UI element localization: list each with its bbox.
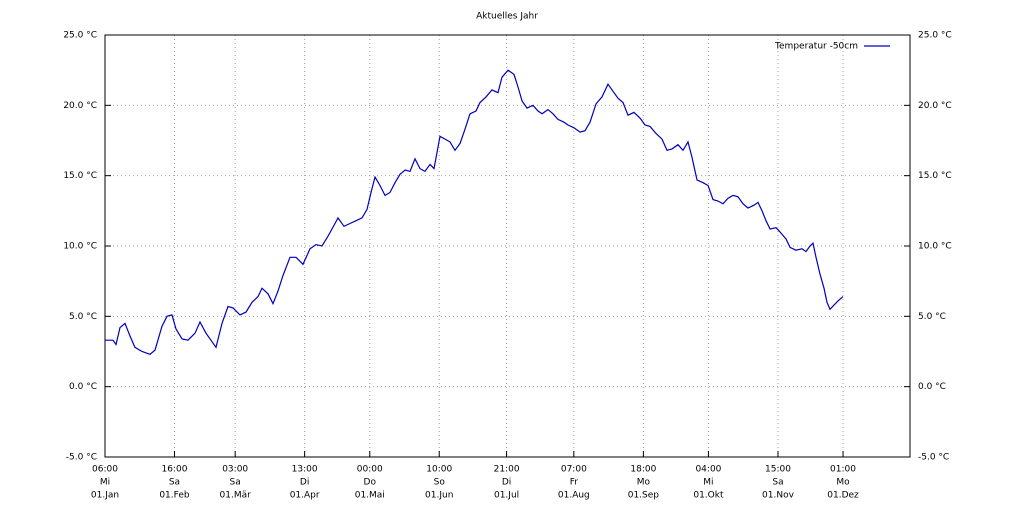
x-tick-label: Mi — [703, 478, 713, 488]
x-tick-label: Fr — [570, 478, 579, 488]
x-tick-label: 21:00 — [494, 465, 520, 475]
x-tick-label: 01.Mär — [220, 491, 252, 501]
x-tick-label: 01.Nov — [762, 491, 795, 501]
x-tick-label: 01.Aug — [558, 491, 590, 501]
x-tick-label: 18:00 — [630, 465, 656, 475]
y2-tick-label: 20.0 °C — [918, 101, 952, 111]
x-tick-label: 01.Dez — [827, 491, 859, 501]
x-tick-label: 01.Jun — [425, 491, 453, 501]
x-tick-label: 03:00 — [222, 465, 248, 475]
y2-tick-label: 25.0 °C — [918, 31, 952, 41]
y2-tick-label: 15.0 °C — [918, 171, 952, 181]
x-tick-label: Sa — [772, 478, 783, 488]
x-tick-label: Di — [502, 478, 511, 488]
x-tick-label: 01.Apr — [290, 491, 320, 501]
x-tick-label: 06:00 — [92, 465, 118, 475]
x-tick-label: 04:00 — [695, 465, 721, 475]
y-tick-label: 25.0 °C — [63, 31, 97, 41]
x-tick-label: Mi — [100, 478, 110, 488]
x-tick-label: 01.Jan — [91, 491, 119, 501]
x-tick-label: 01.Sep — [628, 491, 660, 501]
x-tick-label: 01.Jul — [494, 491, 519, 501]
x-tick-label: Sa — [169, 478, 180, 488]
y2-tick-label: 0.0 °C — [918, 382, 946, 392]
x-tick-label: Do — [364, 478, 377, 488]
y2-tick-label: 10.0 °C — [918, 242, 952, 252]
y-tick-label: 15.0 °C — [63, 171, 97, 181]
x-tick-label: 16:00 — [161, 465, 187, 475]
x-tick-label: 01.Okt — [693, 491, 724, 501]
x-tick-label: 01:00 — [830, 465, 856, 475]
x-tick-label: 01.Mai — [355, 491, 385, 501]
y-tick-label: -5.0 °C — [66, 453, 97, 463]
x-tick-label: Mo — [637, 478, 651, 488]
x-tick-label: 01.Feb — [159, 491, 190, 501]
y2-tick-label: 5.0 °C — [918, 312, 946, 322]
x-tick-label: 00:00 — [357, 465, 383, 475]
y2-tick-label: -5.0 °C — [918, 453, 949, 463]
y-tick-label: 5.0 °C — [69, 312, 97, 322]
x-tick-label: 10:00 — [426, 465, 452, 475]
y-tick-label: 0.0 °C — [69, 382, 97, 392]
y-tick-label: 20.0 °C — [63, 101, 97, 111]
x-tick-label: 13:00 — [292, 465, 318, 475]
chart-title: Aktuelles Jahr — [476, 12, 538, 22]
legend-label: Temperatur -50cm — [774, 42, 858, 52]
y-tick-label: 10.0 °C — [63, 242, 97, 252]
plot-frame — [104, 34, 911, 458]
x-tick-label: Mo — [836, 478, 850, 488]
x-tick-label: So — [434, 478, 446, 488]
x-tick-label: Di — [300, 478, 309, 488]
line — [105, 69, 844, 355]
x-tick-label: 07:00 — [561, 465, 587, 475]
x-tick-label: 15:00 — [765, 465, 791, 475]
x-tick-label: Sa — [230, 478, 241, 488]
